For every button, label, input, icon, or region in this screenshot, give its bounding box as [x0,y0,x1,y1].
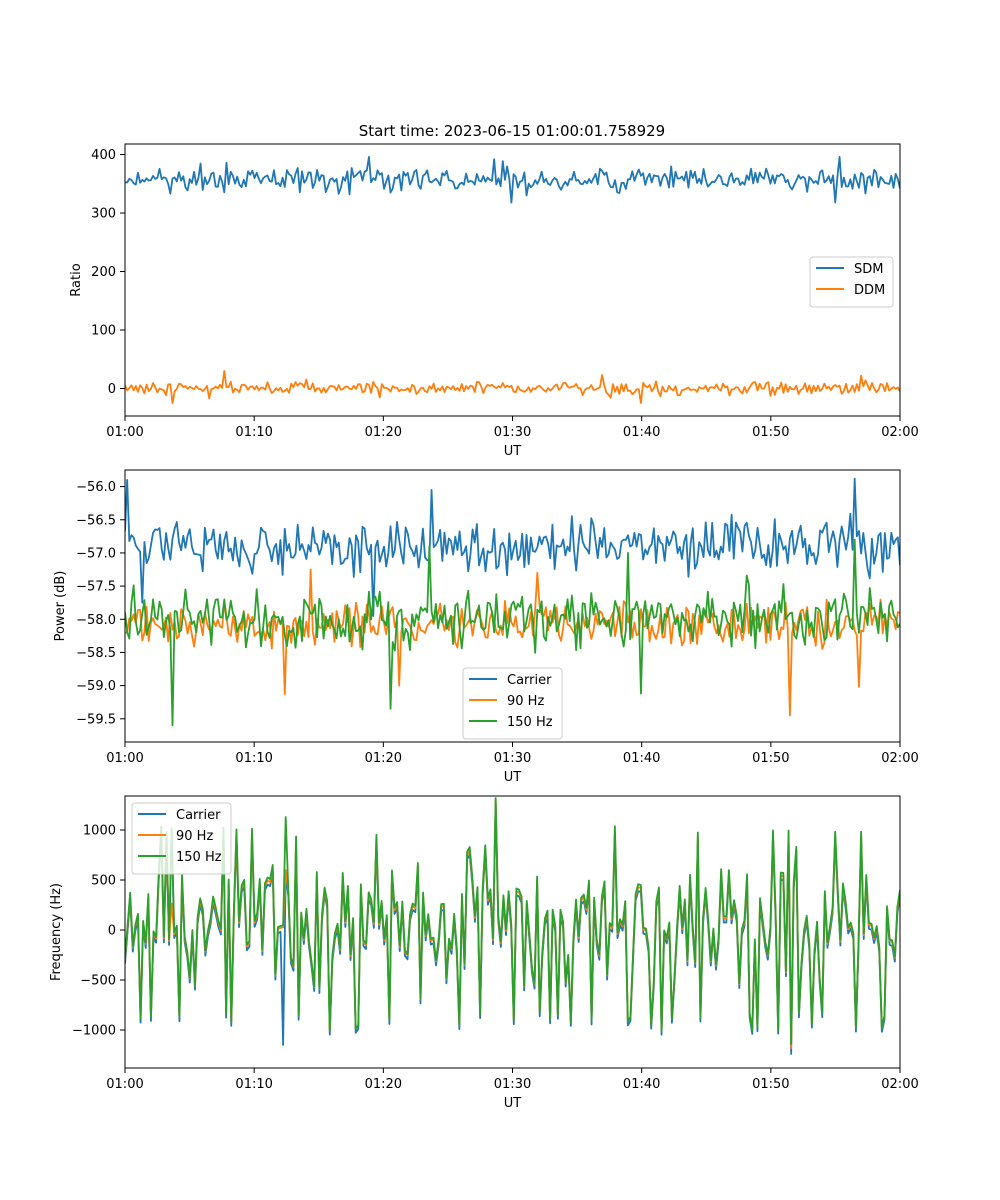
series-line-ddm [125,370,900,405]
x-axis-label: UT [504,1096,522,1111]
series-line-150-hz [125,797,900,1045]
x-tick-label: 02:00 [881,425,918,440]
x-tick-label: 01:40 [623,1077,660,1092]
y-tick-label: −57.5 [76,580,116,595]
power-panel: 01:00 01:10 01:20 01:30 01:40 01:50 02:00 −59.5… [53,469,919,785]
y-tick-label: −58.0 [76,613,116,628]
y-tick-label: 500 [91,874,116,889]
y-tick-label: 200 [91,265,116,280]
x-tick-label: 01:50 [752,425,789,440]
y-tick-label: −57.0 [76,546,116,561]
y-tick-label: 0 [108,924,116,939]
ratio-panel: 01:00 01:10 01:20 01:30 01:40 01:50 02:00 0 100 2… [69,143,919,459]
x-axis-label: UT [504,770,522,785]
x-tick-label: 01:20 [365,425,402,440]
y-tick-label: −1000 [72,1024,116,1039]
x-tick-label: 01:30 [494,751,531,766]
x-tick-label: 01:40 [623,751,660,766]
y-tick-label: 100 [91,324,116,339]
series-line-90-hz [125,568,900,717]
x-tick-label: 01:10 [235,1077,272,1092]
legend-box [809,256,894,308]
x-tick-label: 01:50 [752,751,789,766]
series-line-carrier [125,477,900,617]
x-tick-label: 01:50 [752,1077,789,1092]
y-tick-label: −56.0 [76,480,116,495]
x-tick-label: 01:00 [106,751,143,766]
y-tick-label: −59.5 [76,712,116,727]
legend-label: Carrier [176,808,221,823]
x-tick-label: 01:30 [494,425,531,440]
x-tick-label: 01:20 [365,1077,402,1092]
series-line-sdm [125,155,900,204]
x-tick-label: 02:00 [881,1077,918,1092]
y-axis-label: Ratio [69,263,84,296]
y-tick-label: 1000 [83,824,116,839]
x-tick-label: 01:30 [494,1077,531,1092]
legend-label: 150 Hz [507,715,553,730]
x-axis-label: UT [504,444,522,459]
y-axis-label: Power (dB) [53,571,68,642]
x-tick-label: 01:40 [623,425,660,440]
legend-label: DDM [854,283,885,298]
x-tick-label: 01:00 [106,1077,143,1092]
x-tick-label: 01:00 [106,425,143,440]
x-tick-label: 01:20 [365,751,402,766]
figure-title: Start time: 2023-06-15 01:00:01.758929 [359,122,665,140]
x-tick-label: 01:10 [235,751,272,766]
y-tick-label: −56.5 [76,513,116,528]
legend-label: 150 Hz [176,850,222,865]
legend-label: 90 Hz [176,829,213,844]
x-tick-label: 02:00 [881,751,918,766]
y-tick-label: 400 [91,148,116,163]
y-axis-label: Frequency (Hz) [49,883,64,981]
y-tick-label: −59.0 [76,679,116,694]
legend-label: 90 Hz [507,694,544,709]
y-tick-label: 300 [91,207,116,222]
x-tick-label: 01:10 [235,425,272,440]
frequency-panel: 01:00 01:10 01:20 01:30 01:40 01:50 02:00 −1000… [49,795,919,1111]
y-tick-label: −58.5 [76,646,116,661]
y-tick-label: −500 [80,974,116,989]
legend-label: SDM [854,262,883,277]
legend-label: Carrier [507,673,552,688]
series-line-150-hz [125,538,900,727]
y-tick-label: 0 [108,382,116,397]
